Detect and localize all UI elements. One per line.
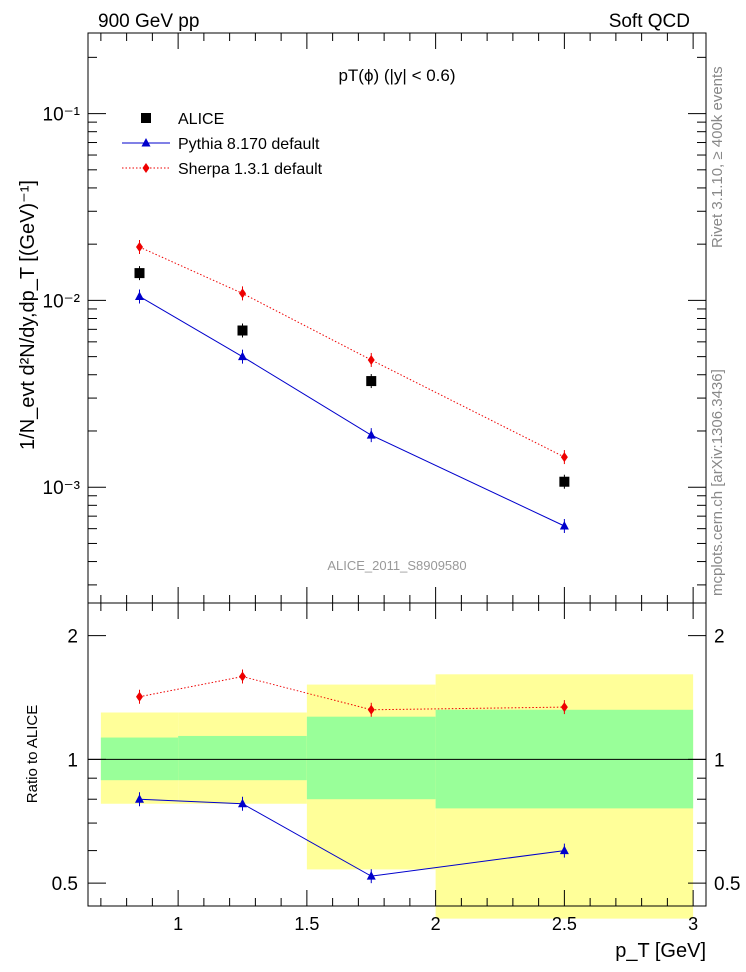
ratio-uncertainty-bands <box>88 674 706 919</box>
main-y-axis-label: 1/N_evt d²N/dy,dp_T [(GeV)⁻¹] <box>17 180 39 450</box>
legend-marker <box>142 163 150 173</box>
x-axis-label: p_T [GeV] <box>615 940 706 962</box>
ratio-triangle-series-point <box>238 798 247 808</box>
legend-marker <box>141 113 151 123</box>
ratio-triangle-series-line <box>139 798 565 877</box>
legend-marker <box>141 138 151 147</box>
ratio-diamond-series-point <box>560 702 568 713</box>
series-lines <box>139 246 565 877</box>
band-inner-1 <box>178 735 307 781</box>
main-diamond-series-line <box>139 246 565 458</box>
main-diamond-series-point <box>367 354 375 365</box>
main-triangle-series-point <box>135 291 144 300</box>
x-tick-label: 2 <box>431 914 441 934</box>
main-triangle-series-point <box>238 351 247 361</box>
series-markers <box>134 240 570 884</box>
x-tick-label: 1.5 <box>294 914 319 934</box>
legend-label: Pythia 8.170 default <box>178 136 320 153</box>
ratio-y-tick-label-left: 1 <box>67 750 78 771</box>
y-tick-label: 10⁻² <box>43 291 81 312</box>
main-square-series-point <box>366 376 377 387</box>
main-triangle-series-point <box>366 430 376 439</box>
ratio-diamond-series-point <box>367 704 375 715</box>
ratio-triangle-series-point <box>366 871 376 880</box>
ratio-triangle-series-point <box>559 845 569 855</box>
axis-tick-labels: 1 1.5 2 2.5 3 10⁻³ 10⁻² 10⁻¹ 0.5 0.5 1 1 2 2 <box>43 105 741 934</box>
ratio-triangle-series-point <box>135 794 144 803</box>
legend-label: Sherpa 1.3.1 default <box>178 161 323 178</box>
header-left: 900 GeV pp <box>98 11 199 32</box>
ratio-y-tick-label-left: 2 <box>67 627 78 648</box>
ratio-diamond-series-point <box>239 671 246 682</box>
side-label-upper: Rivet 3.1.10, ≥ 400k events <box>709 66 726 248</box>
ratio-y-axis-label: Ratio to ALICE <box>24 705 41 803</box>
plot-title: pT(ϕ) (|y| < 0.6) <box>338 66 455 85</box>
main-square-series-point <box>134 268 145 279</box>
x-label-text: p_T [GeV] <box>615 940 706 962</box>
main-diamond-series-point <box>136 242 143 253</box>
main-triangle-series-point <box>559 520 569 530</box>
ratio-y-tick-label-right: 2 <box>714 627 725 648</box>
y-tick-label: 10⁻¹ <box>43 105 81 126</box>
legend-label: ALICE <box>178 111 224 128</box>
side-label-lower: mcplots.cern.ch [arXiv:1306.3436] <box>709 369 726 596</box>
main-square-series-point <box>237 325 248 336</box>
main-triangle-series-line <box>139 296 565 527</box>
ratio-y-tick-label-left: 0.5 <box>52 874 78 895</box>
main-diamond-series-point <box>239 288 246 299</box>
axis-ticks <box>88 33 706 906</box>
ratio-y-tick-label-right: 0.5 <box>714 874 740 895</box>
header-right: Soft QCD <box>609 11 690 32</box>
legend: ALICE Pythia 8.170 default Sherpa 1.3.1 de… <box>122 111 323 178</box>
ratio-plot-frame <box>87 602 707 907</box>
main-diamond-series-point <box>560 452 568 463</box>
x-tick-label: 1 <box>173 914 183 934</box>
x-tick-label: 3 <box>688 914 698 934</box>
analysis-watermark: ALICE_2011_S8909580 <box>327 558 466 573</box>
main-square-series-point <box>559 476 570 487</box>
ratio-y-tick-label-right: 1 <box>714 750 725 771</box>
x-tick-label: 2.5 <box>552 914 577 934</box>
band-inner-0 <box>100 737 179 781</box>
main-y-label-text: 1/N_evt d²N/dy,dp_T [(GeV)⁻¹] <box>17 180 39 450</box>
y-tick-label: 10⁻³ <box>43 478 81 499</box>
band-inner-2 <box>306 716 436 800</box>
ratio-diamond-series-point <box>136 691 143 702</box>
